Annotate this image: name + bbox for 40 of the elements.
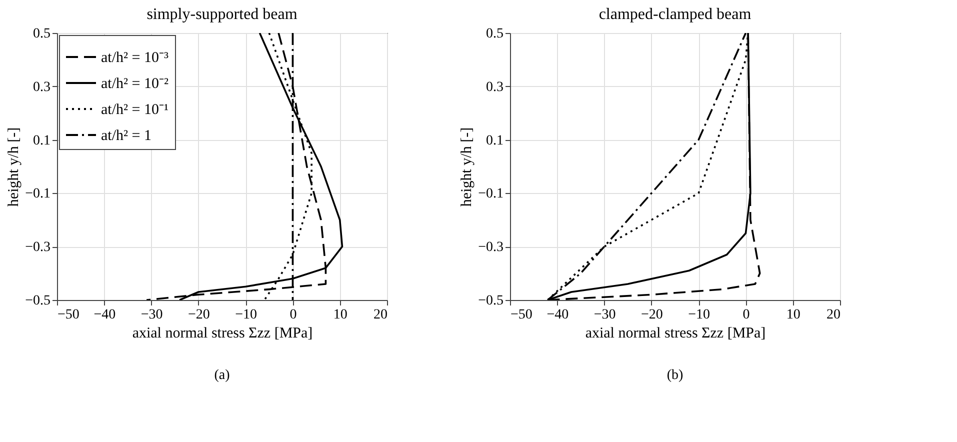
- x-tick-label: −50: [58, 308, 80, 322]
- x-tick-label: 20: [826, 308, 840, 322]
- legend-label: at/h² = 10⁻²: [101, 76, 169, 92]
- text: (a): [214, 368, 230, 383]
- y-axis-title: height y/h [-]: [6, 127, 22, 207]
- y-axis-title: height y/h [-]: [459, 127, 476, 207]
- x-tick-label: −40: [94, 308, 116, 322]
- y-tick-label: −0.1: [25, 186, 50, 202]
- x-tick-label: −20: [640, 308, 663, 322]
- x-tick-label: 20: [374, 308, 388, 322]
- x-tick-label: 0: [742, 308, 750, 322]
- x-tick-label: −20: [188, 308, 210, 322]
- y-tick-label: 0.5: [33, 26, 50, 42]
- x-tick-label: −10: [688, 308, 710, 322]
- legend-label: at/h² = 10⁻¹: [101, 102, 168, 118]
- y-tick-label: 0.3: [33, 80, 50, 95]
- y-tick-label: −0.5: [25, 294, 50, 308]
- y-tick-label: −0.3: [478, 240, 504, 256]
- x-tick-label: 10: [786, 308, 800, 322]
- y-tick-label: −0.1: [478, 186, 504, 202]
- x-tick-label: −10: [235, 308, 258, 322]
- y-tick-label: 0.1: [33, 133, 50, 148]
- y-tick-label: −0.3: [25, 240, 50, 256]
- legend-label: at/h² = 10⁻³: [101, 50, 169, 66]
- x-axis-title: axial normal stress Σzz [MPa]: [585, 326, 766, 342]
- legend-label: at/h² = 1: [101, 128, 152, 144]
- chart-title: simply-supported beam: [146, 6, 298, 23]
- text: (b): [666, 368, 684, 383]
- y-tick-label: 0.3: [486, 80, 504, 95]
- x-tick-label: 0: [290, 308, 297, 322]
- x-tick-label: 10: [333, 308, 348, 322]
- y-tick-label: −0.5: [478, 294, 504, 308]
- x-tick-label: −50: [510, 308, 532, 322]
- chart-title: clamped-clamped beam: [598, 6, 752, 23]
- y-tick-label: 0.1: [486, 133, 504, 148]
- x-tick-label: −40: [546, 308, 569, 322]
- y-tick-label: 0.5: [486, 26, 504, 42]
- x-tick-label: −30: [140, 308, 163, 322]
- x-axis-title: axial normal stress Σzz [MPa]: [132, 326, 313, 342]
- x-tick-label: −30: [594, 308, 616, 322]
